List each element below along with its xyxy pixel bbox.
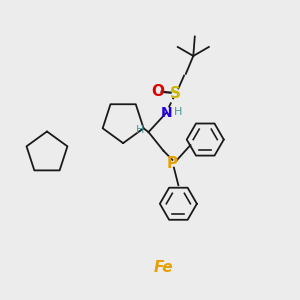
Text: P: P	[167, 156, 178, 171]
Text: H: H	[174, 107, 182, 117]
Text: Fe: Fe	[154, 260, 173, 275]
Text: O: O	[151, 84, 164, 99]
Text: H: H	[136, 125, 144, 135]
Text: N: N	[160, 106, 172, 120]
Text: S: S	[170, 86, 181, 101]
